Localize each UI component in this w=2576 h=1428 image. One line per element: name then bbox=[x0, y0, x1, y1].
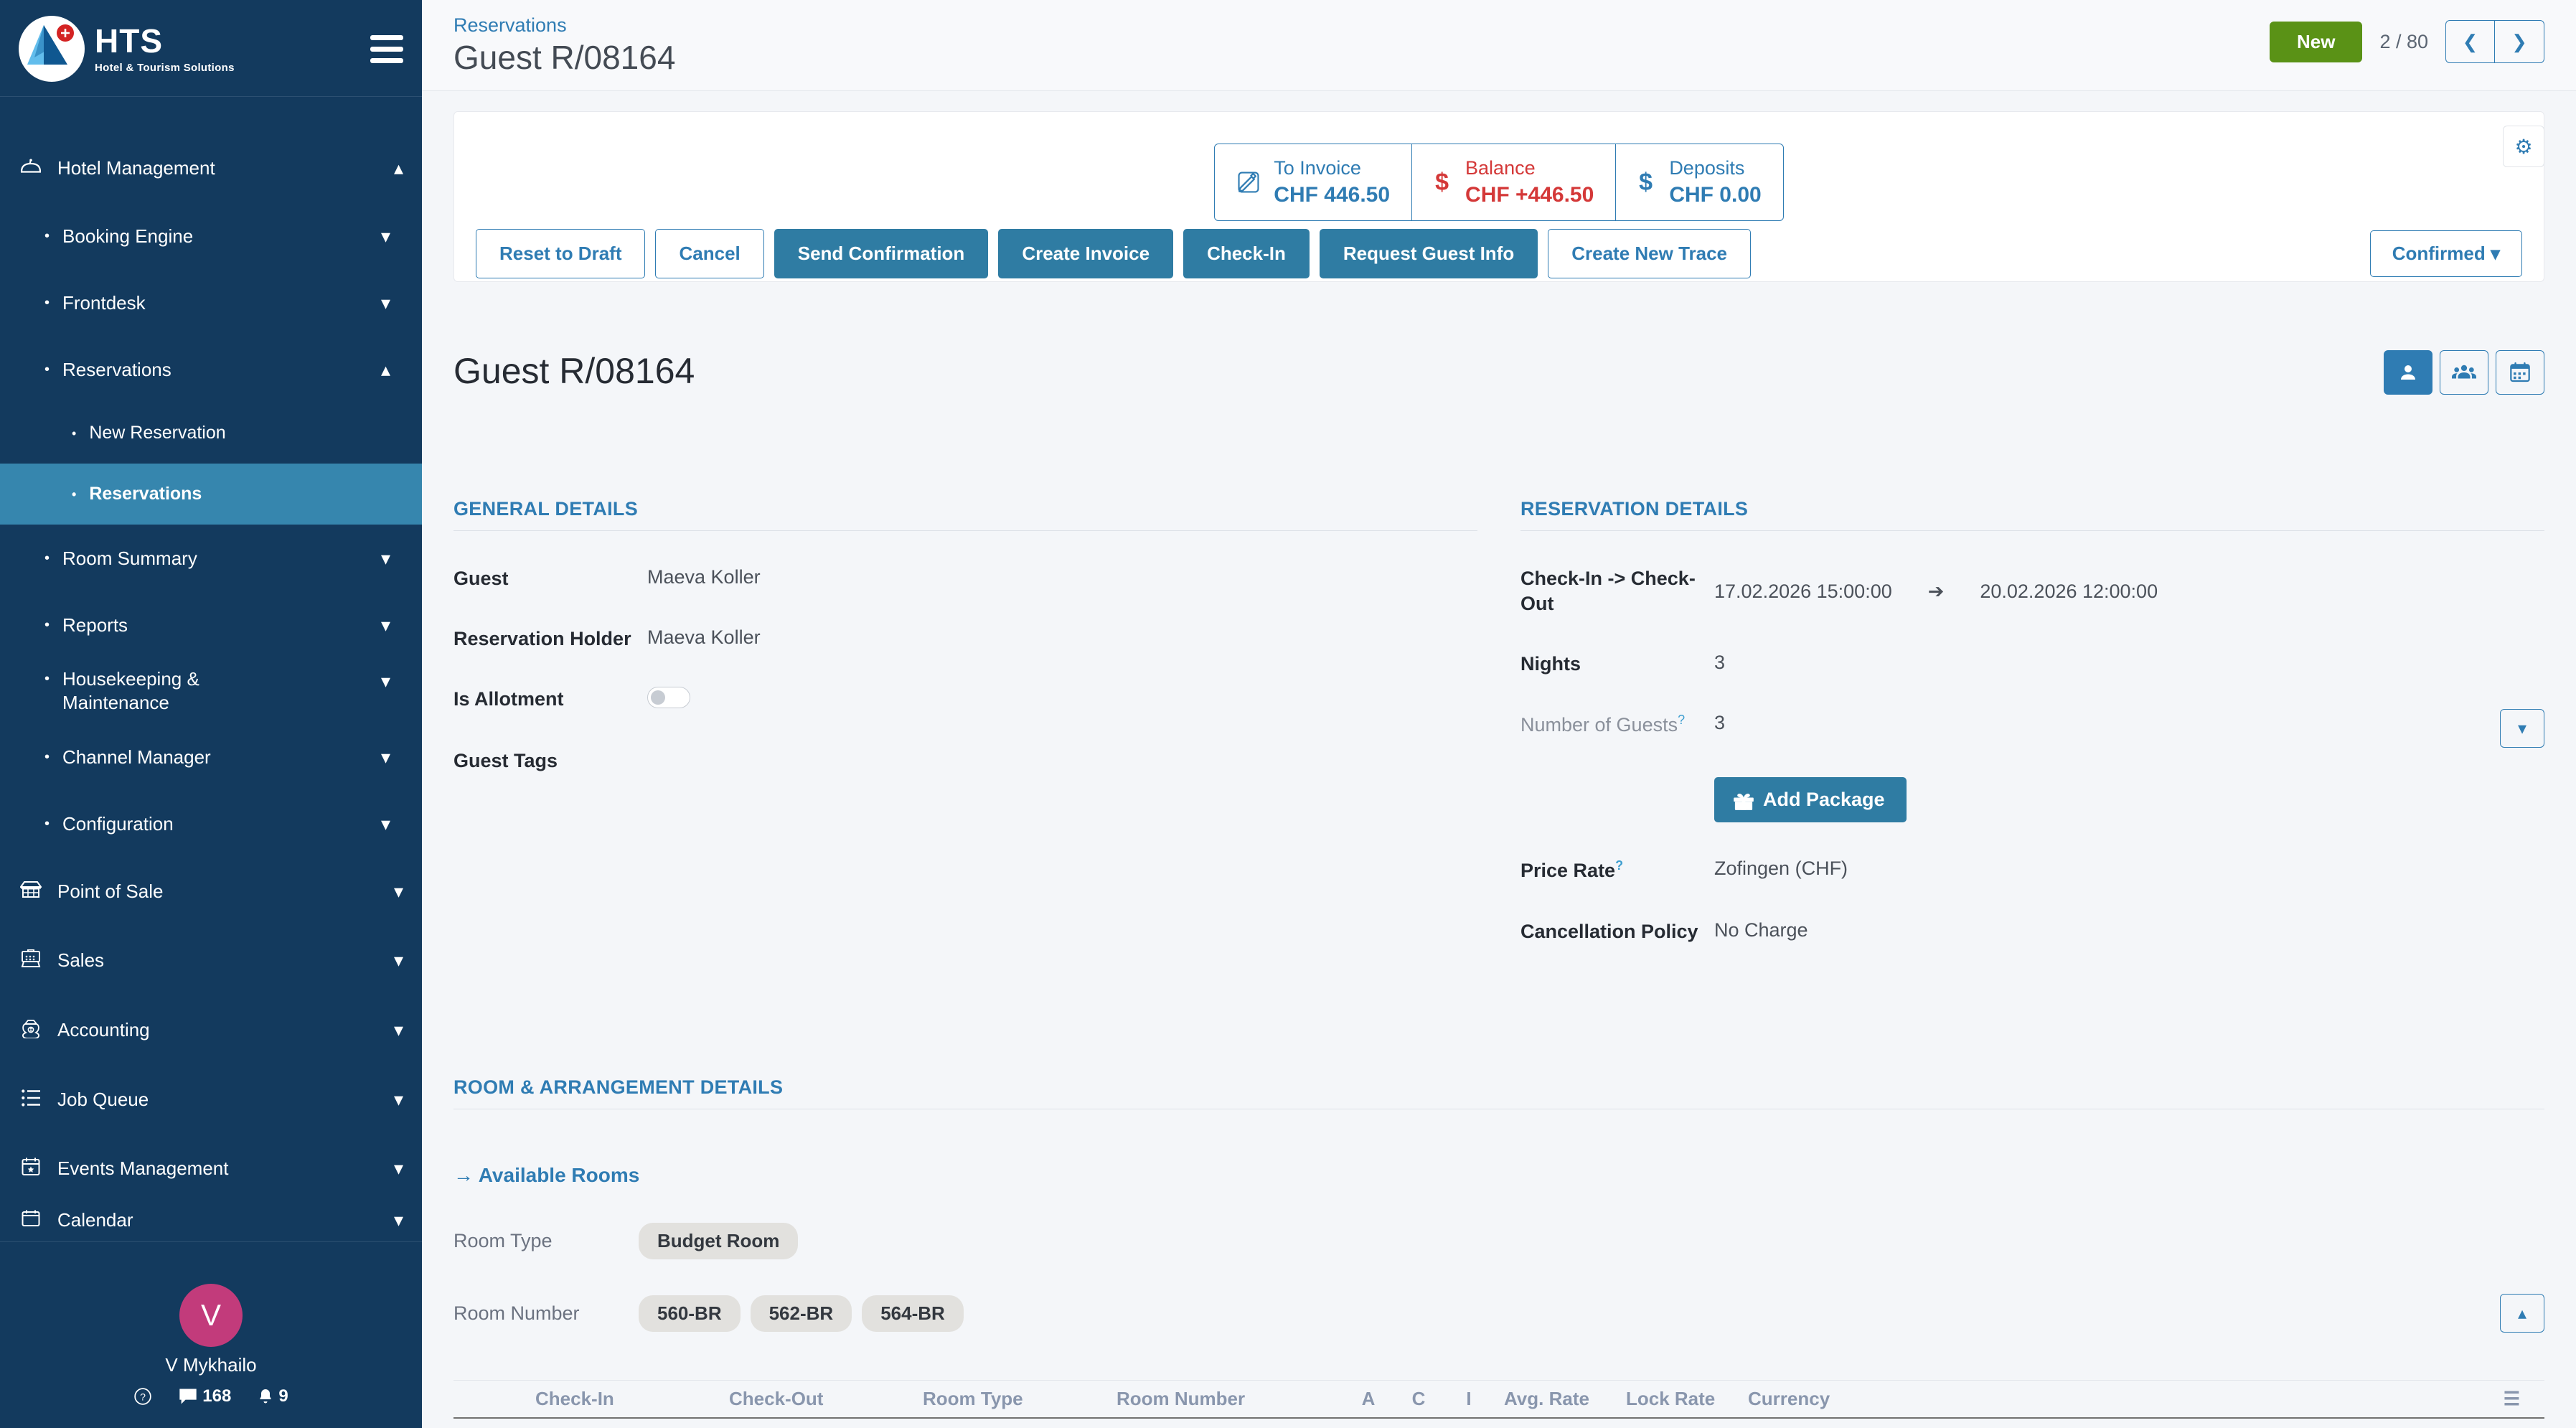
svg-text:$: $ bbox=[1639, 170, 1653, 194]
svg-text:?: ? bbox=[140, 1391, 146, 1402]
svg-text:$: $ bbox=[1435, 170, 1449, 194]
